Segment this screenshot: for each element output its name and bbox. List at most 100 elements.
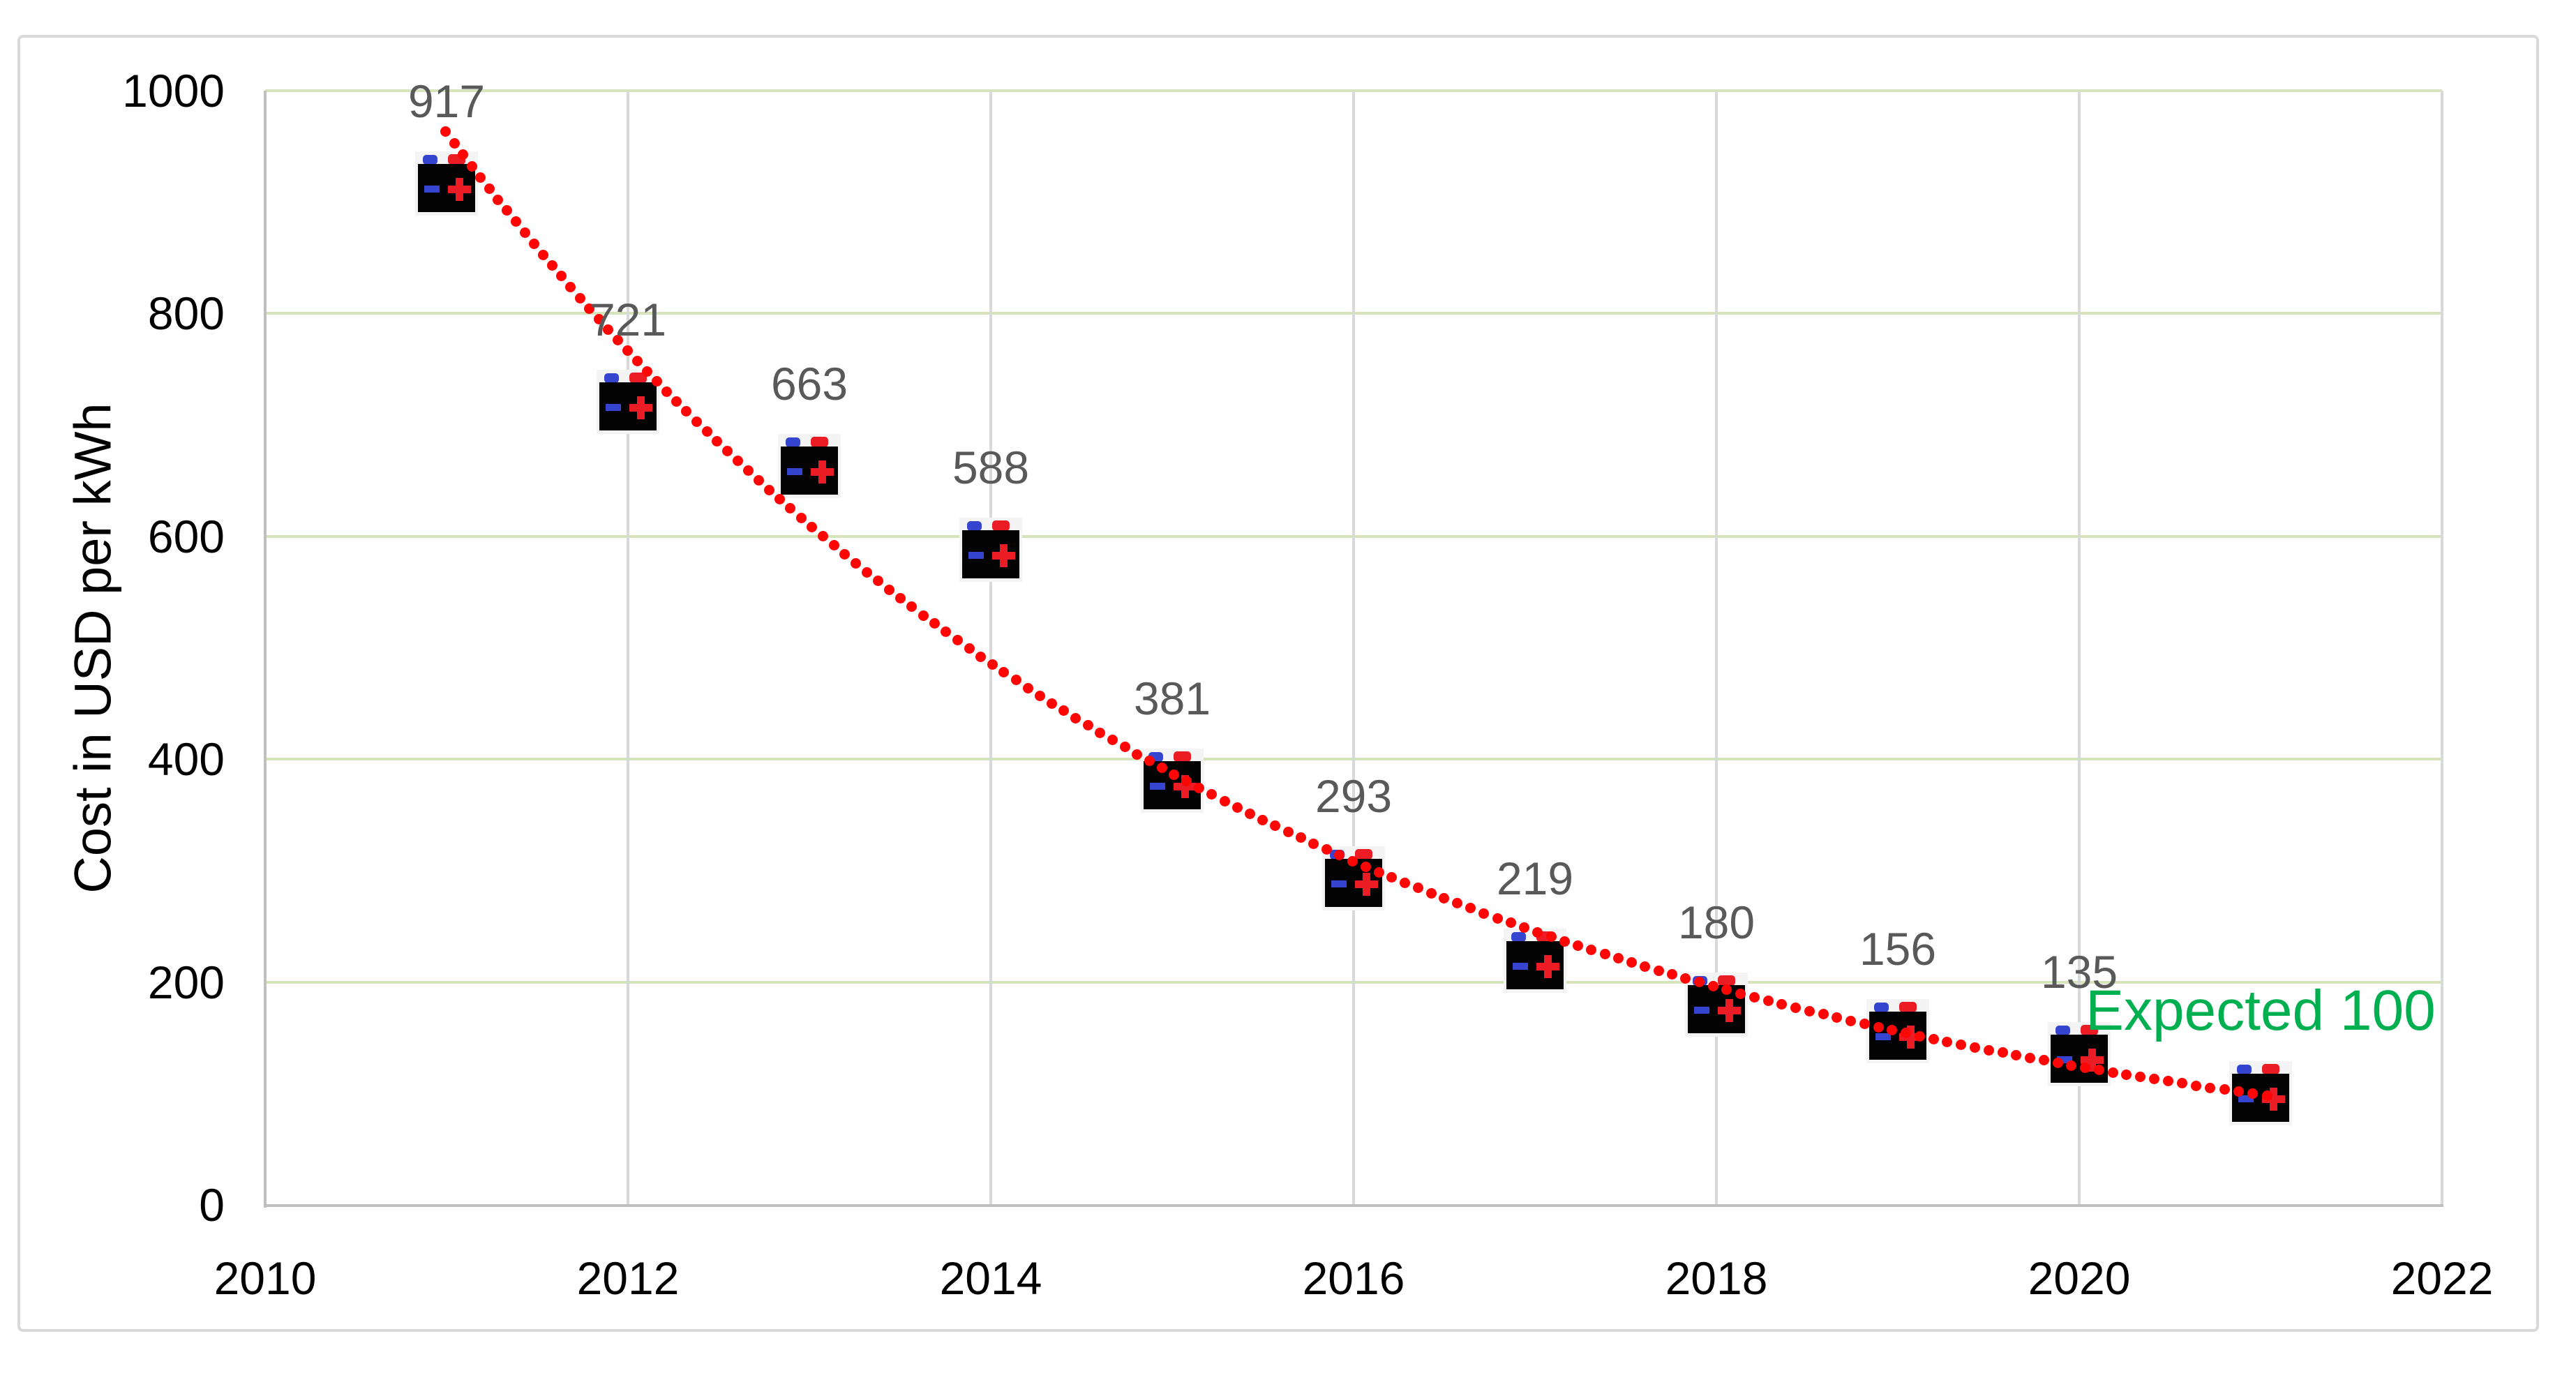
trend-dot	[2176, 1078, 2187, 1089]
trend-dot	[929, 618, 940, 629]
battery-plus-sign	[2081, 1056, 2104, 1065]
trend-dot	[2162, 1076, 2173, 1087]
battery-minus-sign	[1331, 880, 1347, 888]
trend-dot	[475, 172, 486, 183]
trend-dot	[1653, 965, 1664, 976]
battery-terminal-negative	[967, 520, 982, 531]
trend-dot	[1144, 756, 1155, 767]
battery-minus-sign	[1513, 963, 1528, 970]
y-tick-label: 600	[147, 510, 225, 562]
battery-terminal-positive	[811, 437, 828, 448]
trend-dot	[1034, 690, 1045, 701]
data-label: 917	[407, 75, 486, 127]
trend-dot	[1845, 1015, 1857, 1026]
battery-minus-sign	[1150, 782, 1165, 790]
battery-terminal-positive	[1355, 849, 1372, 860]
y-tick-label: 0	[199, 1179, 225, 1231]
battery-minus-sign	[1875, 1033, 1891, 1040]
trend-dot	[941, 627, 952, 638]
trend-dot	[1505, 917, 1516, 929]
trend-dot	[2233, 1086, 2245, 1097]
trend-dot	[681, 406, 692, 417]
trend-dot	[1970, 1042, 1980, 1053]
x-axis-line	[264, 1204, 2443, 1207]
trend-dot	[1058, 705, 1070, 716]
trend-dot	[1347, 855, 1358, 866]
trend-dot	[1400, 877, 1411, 888]
battery-icon[interactable]	[2048, 1022, 2111, 1087]
trend-dot	[1206, 789, 1218, 800]
trend-dot	[1997, 1047, 2008, 1058]
trend-dot	[1047, 698, 1058, 709]
battery-plus-sign	[992, 551, 1015, 560]
trend-dot	[873, 576, 884, 587]
trend-dot	[918, 610, 929, 621]
battery-icon[interactable]	[1141, 748, 1204, 813]
trend-dot	[1373, 866, 1384, 878]
trend-dot	[1599, 949, 1610, 960]
trend-dot	[1070, 712, 1081, 723]
trend-dot	[1666, 969, 1677, 980]
trend-dot	[1559, 936, 1570, 947]
battery-plus-sign	[1355, 880, 1378, 889]
battery-terminal-positive	[1718, 975, 1735, 986]
trend-dot	[861, 567, 872, 578]
battery-icon[interactable]	[959, 517, 1022, 582]
trend-dot	[466, 160, 477, 172]
battery-icon[interactable]	[1504, 929, 1566, 993]
battery-icon[interactable]	[778, 434, 841, 499]
trend-dot	[807, 522, 818, 533]
trend-dot	[1451, 898, 1462, 909]
trend-dot	[884, 584, 895, 595]
trend-dot	[1914, 1030, 1925, 1042]
battery-icon[interactable]	[415, 151, 478, 216]
trend-dot	[2093, 1065, 2104, 1076]
trend-dot	[1308, 838, 1319, 849]
battery-plus-sign	[811, 468, 834, 477]
trend-dot	[1156, 763, 1167, 774]
trend-dot	[895, 593, 906, 604]
trend-dot	[753, 474, 764, 486]
battery-terminal-negative	[1874, 1002, 1889, 1012]
trend-dot	[1169, 769, 1180, 780]
battery-minus-sign	[968, 551, 984, 559]
trend-dot	[1928, 1033, 1939, 1044]
x-tick-label: 2014	[939, 1252, 1042, 1304]
trend-dot	[1425, 887, 1437, 899]
y-axis-line	[264, 91, 267, 1208]
trend-dot	[1492, 913, 1503, 924]
trend-dot	[701, 426, 712, 437]
trend-dot	[975, 651, 987, 662]
trend-dot	[1245, 808, 1256, 819]
trend-dot	[1257, 814, 1268, 825]
trend-dot	[1721, 984, 1732, 996]
trend-dot	[440, 126, 451, 137]
trend-dot	[1022, 682, 1033, 693]
trend-dot	[774, 493, 786, 504]
trend-dot	[742, 465, 754, 477]
battery-icon[interactable]	[597, 369, 659, 434]
trend-dot	[2066, 1060, 2077, 1071]
trend-dot	[952, 635, 963, 646]
data-label: 135	[2040, 946, 2118, 998]
data-label: 293	[1315, 770, 1393, 823]
data-label: 588	[952, 441, 1030, 493]
trend-dot	[458, 149, 469, 160]
data-label: 180	[1677, 896, 1755, 948]
battery-terminal-positive	[1899, 1001, 1917, 1012]
v-gridline	[1715, 91, 1718, 1205]
trend-dot	[1612, 953, 1624, 964]
x-tick-label: 2010	[214, 1252, 317, 1304]
trend-dot	[721, 445, 733, 456]
trend-dot	[1573, 940, 1584, 952]
trend-dot	[691, 416, 703, 427]
battery-terminal-negative	[2237, 1065, 2252, 1075]
data-label: 663	[770, 358, 848, 410]
trend-dot	[2038, 1055, 2049, 1066]
trend-dot	[1818, 1009, 1829, 1020]
trend-dot	[1465, 903, 1476, 914]
battery-terminal-negative	[604, 373, 619, 383]
trend-dot	[1295, 832, 1306, 843]
trend-dot	[795, 512, 807, 523]
trend-dot	[510, 216, 521, 227]
